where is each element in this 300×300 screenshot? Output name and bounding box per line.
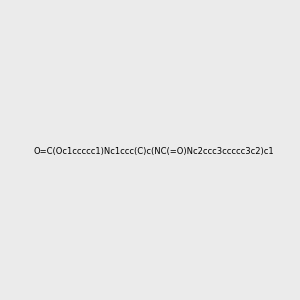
Text: O=C(Oc1ccccc1)Nc1ccc(C)c(NC(=O)Nc2ccc3ccccc3c2)c1: O=C(Oc1ccccc1)Nc1ccc(C)c(NC(=O)Nc2ccc3cc… — [33, 147, 274, 156]
